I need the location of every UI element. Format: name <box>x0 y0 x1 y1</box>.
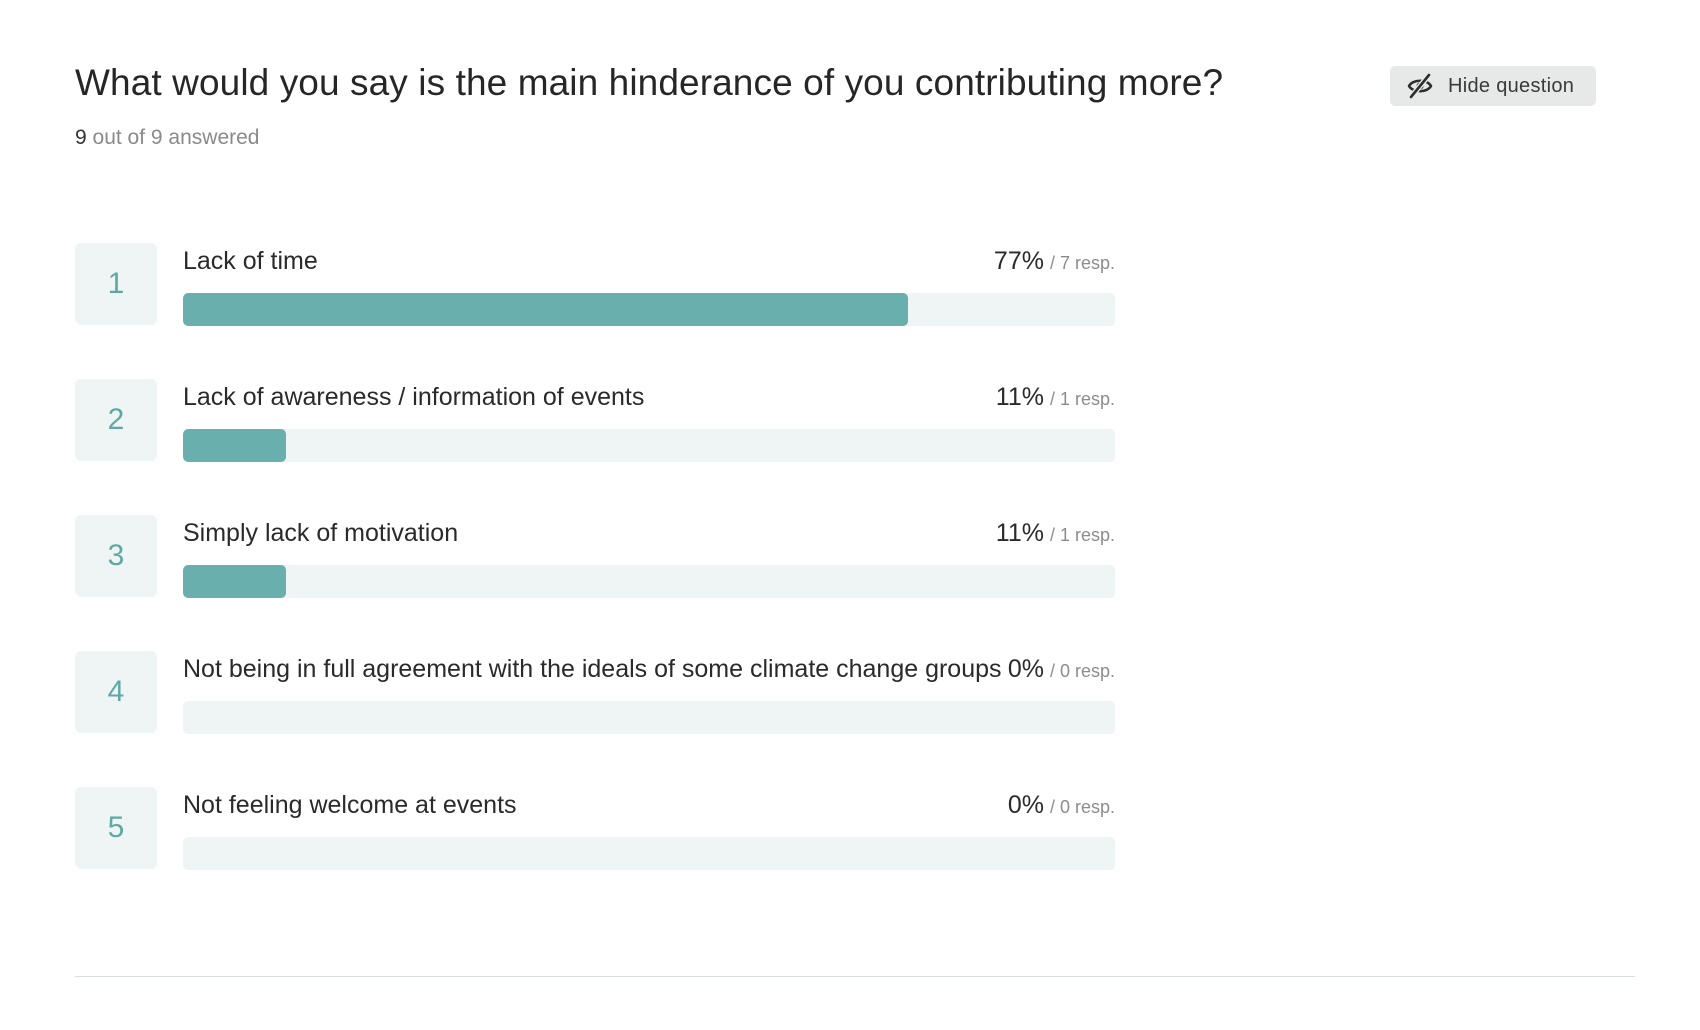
question-title: What would you say is the main hinderanc… <box>75 62 1224 103</box>
option-rank: 2 <box>75 379 157 461</box>
answered-suffix: out of 9 answered <box>92 126 260 149</box>
answered-number: 9 <box>75 126 87 149</box>
option-percent: 0% <box>1007 655 1044 683</box>
option-percent: 77% <box>993 247 1044 275</box>
option-stat: 0%/ 0 resp. <box>1008 791 1115 820</box>
option-percent: 0% <box>1007 791 1044 819</box>
option-stat: 11%/ 1 resp. <box>996 519 1115 548</box>
option-row: 2 Lack of awareness / information of eve… <box>75 379 1115 463</box>
option-bar-track <box>183 837 1115 870</box>
option-bar-fill <box>183 565 287 598</box>
eye-slash-icon <box>1406 72 1434 100</box>
option-stat: 0%/ 0 resp. <box>1008 655 1115 684</box>
option-bar-track <box>183 565 1115 598</box>
option-rank: 4 <box>75 651 157 733</box>
option-responses: / 0 resp. <box>1049 797 1115 817</box>
option-bar-fill <box>183 429 287 462</box>
answered-count: 9 out of 9 answered <box>75 126 259 150</box>
option-bar-track <box>183 293 1115 326</box>
option-rank: 1 <box>75 243 157 325</box>
section-divider <box>75 976 1635 977</box>
option-label: Lack of awareness / information of event… <box>183 383 645 411</box>
option-responses: / 7 resp. <box>1049 253 1115 273</box>
option-row: 3 Simply lack of motivation 11%/ 1 resp. <box>75 515 1115 599</box>
option-responses: / 1 resp. <box>1049 389 1115 409</box>
option-label: Not being in full agreement with the ide… <box>183 655 1002 683</box>
option-stat: 77%/ 7 resp. <box>994 247 1115 276</box>
option-rank: 5 <box>75 787 157 869</box>
option-row: 4 Not being in full agreement with the i… <box>75 651 1115 735</box>
option-bar-track <box>183 701 1115 734</box>
hide-question-button[interactable]: Hide question <box>1390 66 1596 106</box>
option-responses: / 1 resp. <box>1049 525 1115 545</box>
option-responses: / 0 resp. <box>1049 661 1115 681</box>
option-percent: 11% <box>995 383 1044 411</box>
option-bar-track <box>183 429 1115 462</box>
option-row: 1 Lack of time 77%/ 7 resp. <box>75 243 1115 327</box>
option-label: Not feeling welcome at events <box>183 791 517 819</box>
option-rank: 3 <box>75 515 157 597</box>
option-label: Simply lack of motivation <box>183 519 459 547</box>
option-bar-fill <box>183 293 909 326</box>
option-label: Lack of time <box>183 247 318 275</box>
option-percent: 11% <box>995 519 1044 547</box>
option-stat: 11%/ 1 resp. <box>996 383 1115 412</box>
hide-question-label: Hide question <box>1448 74 1575 97</box>
option-row: 5 Not feeling welcome at events 0%/ 0 re… <box>75 787 1115 871</box>
